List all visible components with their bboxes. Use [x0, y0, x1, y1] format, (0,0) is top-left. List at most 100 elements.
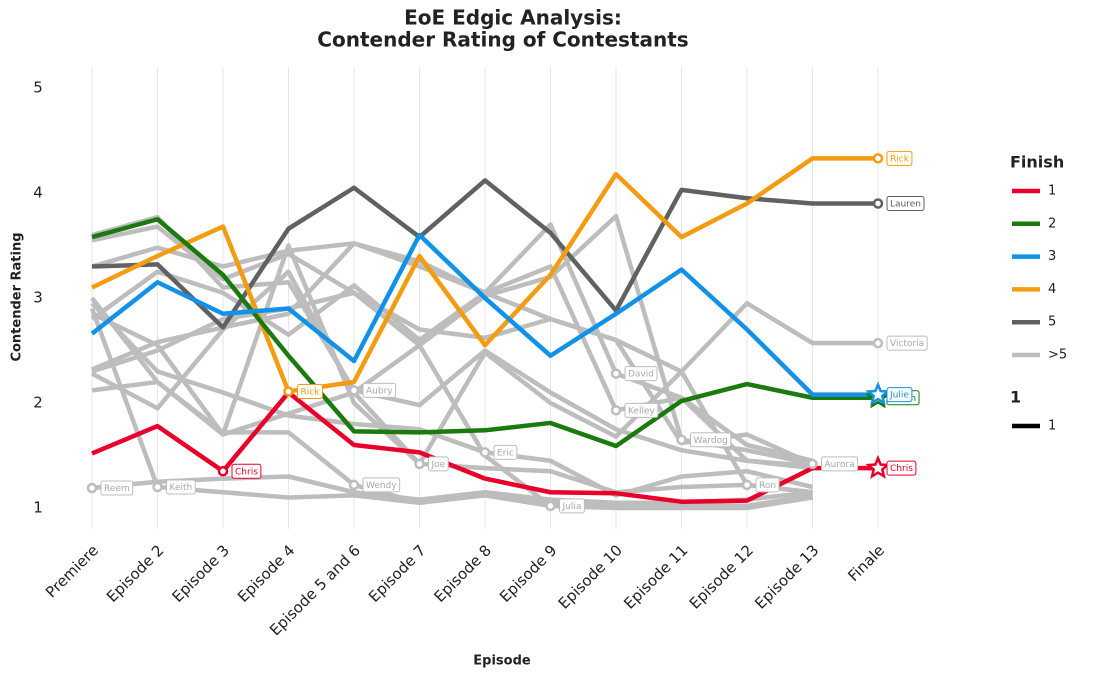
x-tick-label: Episode 9	[496, 541, 561, 606]
series-line	[90, 301, 814, 498]
label-box	[428, 456, 449, 472]
x-tick-label: Episode 10	[555, 541, 626, 612]
label-text: Lauren	[890, 200, 921, 210]
label-box	[493, 444, 518, 460]
point-marker	[610, 405, 622, 416]
point-marker	[348, 479, 360, 491]
point-marker	[152, 481, 163, 493]
point-marker	[283, 386, 294, 397]
point-label: Eric	[493, 444, 518, 460]
label-text: Victoria	[890, 339, 924, 349]
y-tick-label: 4	[33, 184, 43, 202]
label-text: David	[628, 370, 654, 380]
label-text: Julia	[562, 502, 582, 512]
point-marker	[872, 153, 884, 164]
label-text: Keith	[170, 483, 193, 493]
point-marker	[217, 466, 229, 477]
label-box	[886, 196, 925, 211]
point-marker	[872, 337, 884, 349]
point-label: Rick	[297, 383, 323, 399]
point-label: Victoria	[886, 335, 928, 351]
point-label: Aurora	[821, 456, 859, 472]
point-marker	[414, 458, 425, 470]
point-label: Lauren	[886, 196, 925, 211]
point-label: Aubry	[362, 382, 397, 398]
label-text: Joe	[431, 460, 446, 470]
legend-label: 3	[1048, 249, 1056, 264]
series-line	[90, 232, 878, 397]
legend-label: 2	[1048, 216, 1056, 231]
point-marker	[872, 198, 884, 209]
label-box	[100, 480, 134, 496]
label-box	[886, 150, 913, 166]
point-label: David	[624, 366, 658, 382]
x-tick-label: Episode 13	[751, 541, 822, 612]
point-marker	[610, 368, 622, 379]
label-box	[231, 463, 262, 479]
x-tick-label: Episode 12	[686, 541, 757, 612]
y-tick-label: 2	[33, 394, 43, 412]
point-label: Wardog	[690, 432, 732, 448]
point-label: Wendy	[362, 477, 401, 493]
x-tick-label: Episode 8	[430, 541, 495, 606]
x-tick-label: Episode 3	[168, 541, 233, 606]
series-line	[91, 343, 813, 511]
x-tick-label: Episode 11	[620, 541, 691, 612]
label-text: Aubry	[366, 386, 393, 396]
legend-title: Finish	[1010, 153, 1064, 172]
series-line	[91, 156, 878, 394]
x-axis-label: Episode	[473, 654, 531, 669]
point-marker	[741, 479, 753, 491]
y-tick-label: 3	[33, 289, 43, 307]
label-text: Chris	[890, 464, 913, 474]
point-label: Keith	[166, 479, 196, 495]
point-marker	[865, 381, 891, 406]
chart-title: Contender Rating of Contestants	[317, 28, 688, 52]
chart-title: EoE Edgic Analysis:	[404, 6, 622, 30]
point-label: Ron	[755, 477, 780, 493]
label-box	[821, 456, 859, 472]
x-tick-label: Episode 7	[365, 541, 430, 606]
label-text: Aurora	[825, 460, 855, 470]
series-line	[91, 214, 813, 471]
legend-label: 1	[1048, 184, 1056, 199]
point-marker	[479, 447, 491, 458]
label-text: Chris	[235, 467, 258, 477]
label-text: Eric	[497, 448, 514, 458]
label-text: Wendy	[366, 481, 397, 491]
point-label: Rick	[886, 150, 913, 166]
label-text: Rick	[890, 154, 910, 164]
point-label: Julia	[559, 498, 585, 514]
point-label: Julie	[886, 387, 913, 403]
label-box	[297, 383, 323, 399]
point-label: Chris	[886, 460, 917, 476]
legend-title: 1	[1010, 388, 1021, 407]
label-box	[624, 402, 659, 418]
y-axis-label: Contender Rating	[10, 232, 25, 361]
label-box	[886, 387, 913, 403]
x-tick-label: Finale	[844, 541, 888, 585]
point-marker	[86, 482, 98, 494]
point-label: Joe	[428, 456, 449, 472]
label-text: Wardog	[694, 436, 728, 446]
label-box	[886, 335, 928, 351]
x-tick-label: Episode 2	[103, 541, 168, 606]
label-text: Reem	[104, 484, 130, 494]
label-box	[362, 382, 397, 398]
label-box	[690, 432, 732, 448]
y-tick-label: 1	[33, 499, 43, 517]
label-text: Julie	[889, 391, 909, 401]
legend-label: 4	[1048, 282, 1056, 297]
y-tick-label: 5	[33, 79, 43, 97]
label-box	[886, 460, 917, 476]
point-label: Reem	[100, 480, 134, 496]
point-marker	[348, 385, 360, 396]
series-line	[90, 264, 814, 463]
series-line	[91, 178, 878, 330]
x-tick-label: Premiere	[42, 541, 102, 601]
point-marker	[807, 458, 818, 470]
label-box	[755, 477, 780, 493]
legend-label: >5	[1048, 348, 1067, 363]
label-box	[559, 498, 585, 514]
